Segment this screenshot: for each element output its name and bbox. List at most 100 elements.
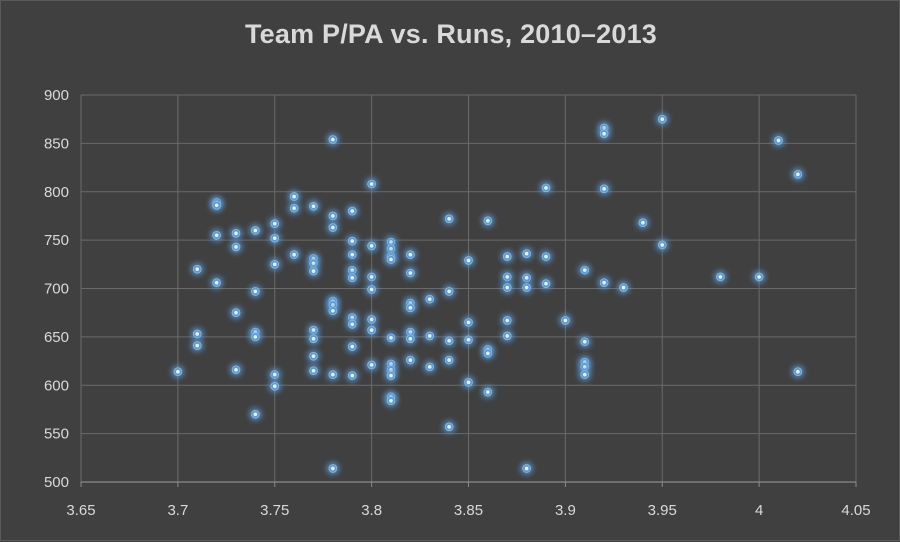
x-tick-label: 4.05 (841, 502, 870, 519)
data-point (365, 323, 379, 337)
data-point (442, 334, 456, 348)
data-point (539, 181, 553, 195)
data-point-core (505, 275, 510, 279)
data-point-core (389, 336, 393, 340)
data-point (442, 420, 456, 434)
data-point-core (253, 289, 258, 294)
data-point-core (427, 334, 432, 338)
data-point (365, 282, 379, 296)
data-point (520, 461, 534, 475)
data-point (462, 315, 475, 329)
data-point-core (563, 318, 568, 323)
data-point-core (408, 337, 413, 341)
data-point (481, 385, 495, 399)
data-point (307, 199, 320, 213)
y-tick-label: 900 (44, 87, 69, 104)
data-point-core (486, 218, 490, 223)
data-point-core (776, 138, 781, 143)
data-point (520, 247, 534, 261)
data-point-core (272, 384, 277, 389)
data-point-core (447, 289, 451, 294)
data-point-core (544, 254, 548, 259)
data-point-core (505, 334, 510, 338)
data-point (597, 276, 611, 290)
data-point (229, 363, 243, 377)
data-point-core (350, 373, 355, 378)
data-point-core (427, 297, 432, 301)
data-point-core (292, 252, 296, 257)
data-point (307, 264, 320, 278)
data-point-core (447, 358, 451, 362)
grid-lines (80, 94, 857, 483)
data-point-core (350, 268, 355, 272)
data-point-core (195, 332, 200, 336)
data-point (248, 330, 262, 344)
data-point (403, 332, 417, 346)
data-point-core (369, 317, 374, 322)
data-point (791, 365, 805, 379)
data-point (384, 252, 398, 266)
data-point (268, 231, 282, 245)
data-point (442, 353, 456, 367)
data-point-core (350, 344, 355, 349)
data-point-core (331, 308, 335, 313)
data-point-core (447, 338, 451, 343)
data-point-core (350, 276, 355, 280)
data-point (345, 234, 359, 248)
data-point-core (234, 310, 238, 315)
data-point (384, 369, 398, 383)
data-point-core (350, 209, 355, 213)
data-point (578, 335, 592, 349)
data-point-core (350, 322, 355, 327)
data-point-core (524, 251, 529, 256)
data-point-core (253, 228, 258, 233)
data-point (365, 358, 379, 372)
data-point-core (389, 257, 393, 262)
data-point (248, 407, 262, 421)
data-point-core (272, 262, 277, 267)
data-point (229, 240, 243, 254)
axes: 500 550 600 650 700 750 800 850 900 3.65 3.7 3.75 3.… (44, 87, 871, 519)
y-tick-label: 800 (44, 184, 69, 201)
data-point (268, 217, 282, 231)
data-point-core (408, 271, 413, 275)
data-point-core (176, 369, 180, 374)
data-point (597, 127, 611, 141)
y-tick-label: 500 (44, 474, 69, 491)
data-point (636, 216, 650, 230)
data-point (365, 270, 379, 284)
data-point (500, 250, 514, 264)
data-point-core (602, 131, 606, 136)
data-point (345, 248, 359, 262)
data-point-core (582, 372, 587, 377)
y-tick-label: 600 (44, 377, 69, 394)
data-point-core (524, 276, 529, 280)
data-point-core (602, 280, 606, 285)
data-point-core (466, 337, 471, 342)
data-point-core (582, 339, 587, 344)
data-point (210, 198, 224, 212)
data-point-core (486, 390, 490, 394)
data-point (384, 331, 398, 345)
data-point (307, 349, 320, 363)
data-point (520, 281, 534, 295)
data-point-core (660, 243, 665, 247)
data-point-core (544, 281, 548, 286)
data-point (423, 329, 437, 343)
data-point (578, 263, 592, 277)
data-point-core (408, 252, 413, 257)
data-point (287, 201, 301, 215)
data-point-core (331, 214, 335, 218)
x-tick-label: 4 (755, 502, 763, 519)
y-tick-label: 850 (44, 135, 69, 152)
data-point (326, 133, 340, 147)
data-point (248, 223, 262, 237)
data-point (190, 339, 204, 353)
data-point-core (214, 203, 219, 208)
chart-title: Team P/PA vs. Runs, 2010–2013 (244, 19, 658, 49)
data-point-core (272, 236, 277, 240)
data-point-core (447, 425, 451, 429)
data-point-core (466, 258, 471, 263)
